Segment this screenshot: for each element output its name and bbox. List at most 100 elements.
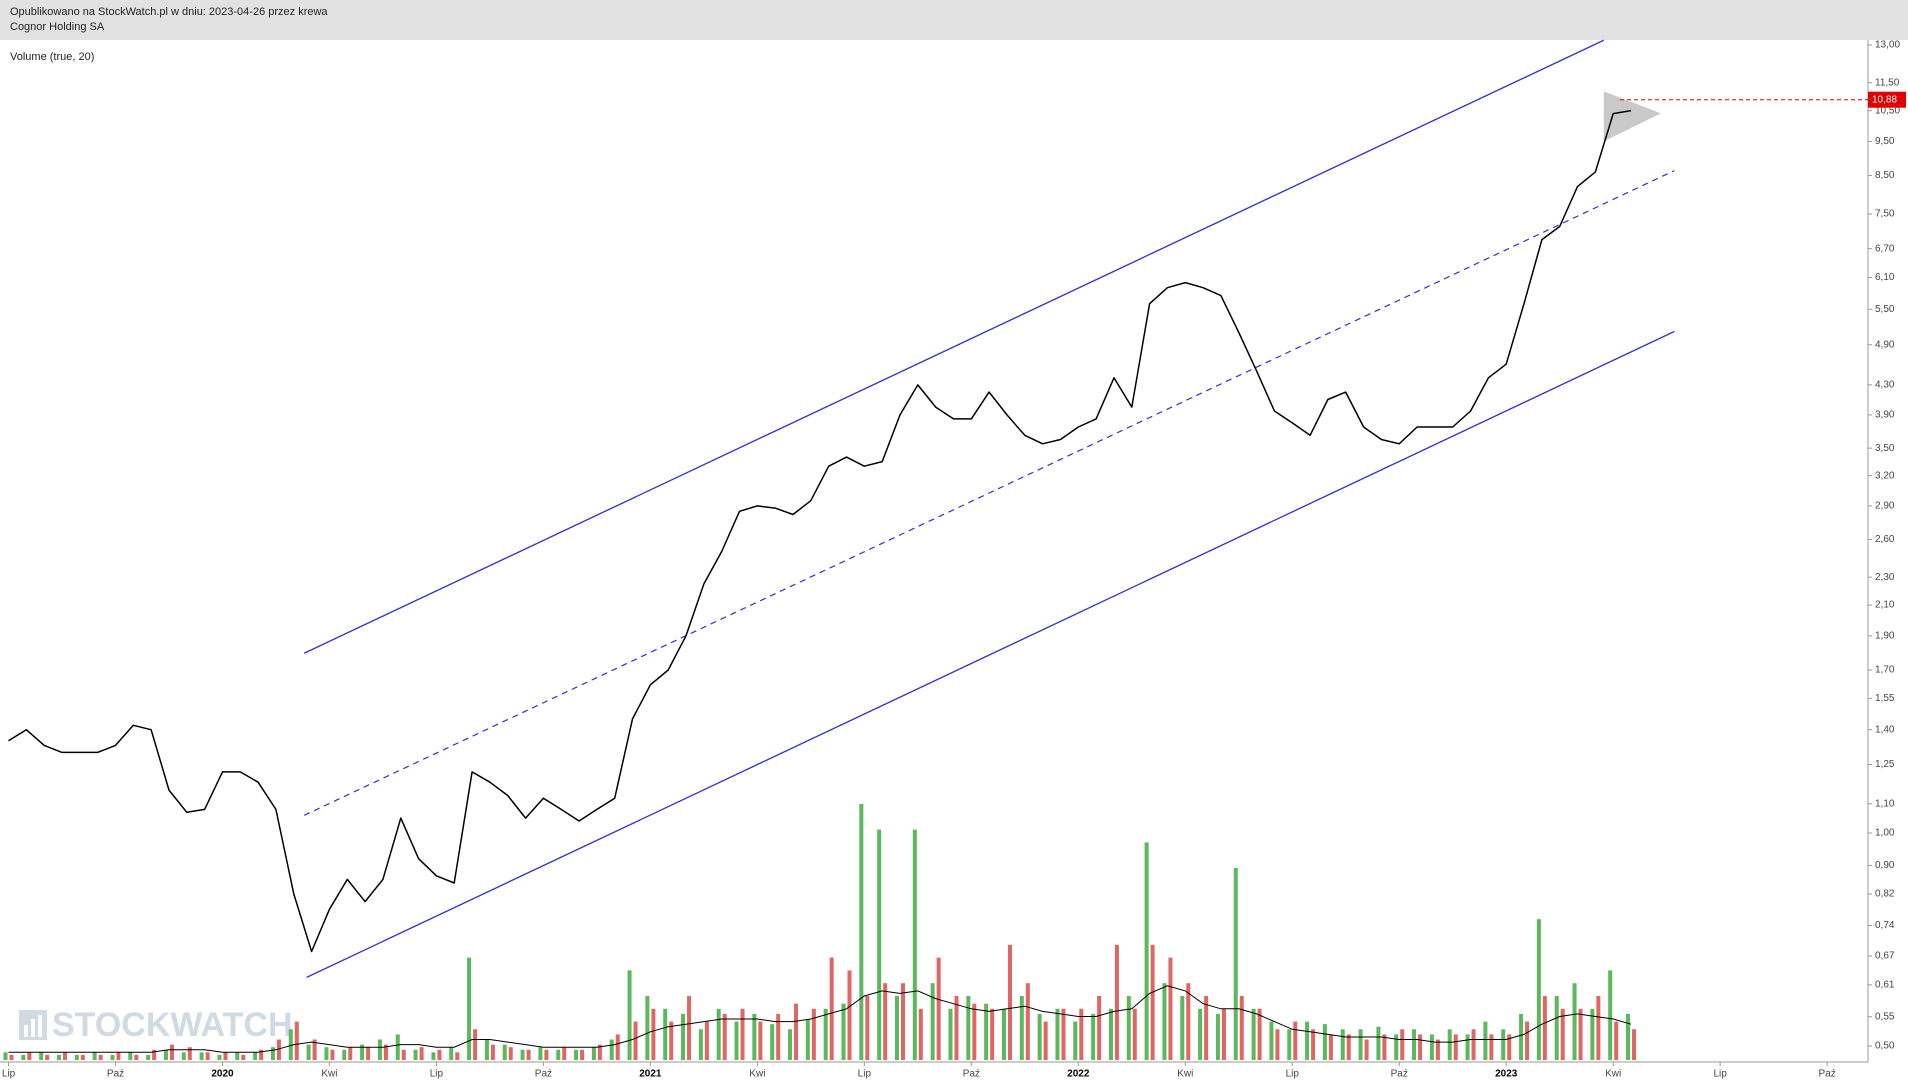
- volume-bar: [1507, 1034, 1512, 1060]
- volume-bar: [324, 1047, 329, 1060]
- volume-bar: [413, 1049, 418, 1060]
- volume-bar: [829, 957, 834, 1060]
- volume-bar: [1293, 1021, 1298, 1060]
- volume-bar: [366, 1047, 371, 1060]
- volume-bar: [841, 1003, 846, 1060]
- y-tick-label: 0,90: [1875, 860, 1895, 871]
- y-tick-label: 0,74: [1875, 920, 1895, 931]
- y-tick-label: 4,30: [1875, 380, 1895, 391]
- drawings: [303, 39, 1675, 979]
- volume-bar: [134, 1054, 139, 1060]
- volume-bar: [348, 1047, 353, 1060]
- volume-bar: [859, 804, 864, 1060]
- channel-mid-line: [303, 170, 1675, 816]
- x-tick-label: 2020: [211, 1069, 234, 1080]
- volume-bar: [1233, 868, 1238, 1060]
- volume-bar: [312, 1039, 317, 1060]
- x-tick-label: Paź: [535, 1069, 552, 1080]
- volume-bar: [1287, 1029, 1292, 1060]
- price-line: [8, 109, 1632, 953]
- volume-ma-line: [8, 985, 1632, 1053]
- y-tick-label: 8,50: [1875, 170, 1895, 181]
- volume-bar: [722, 1013, 727, 1060]
- y-tick-label: 1,70: [1875, 665, 1895, 676]
- volume-bar: [633, 1021, 638, 1060]
- volume-bar: [62, 1052, 67, 1060]
- volume-bar: [288, 1029, 293, 1060]
- x-tick-label: 2021: [639, 1069, 662, 1080]
- volume-bar: [794, 1003, 799, 1060]
- volume-bar: [1073, 1021, 1078, 1060]
- volume-bar: [1483, 1021, 1488, 1060]
- volume-bar: [1204, 996, 1209, 1060]
- volume-bar: [758, 1021, 763, 1060]
- volume-bar: [1001, 1008, 1006, 1060]
- volume-bar: [56, 1054, 61, 1060]
- y-tick-label: 11,50: [1875, 77, 1900, 88]
- volume-bar: [473, 1029, 478, 1060]
- volume-bar: [128, 1052, 133, 1060]
- volume-bar: [805, 1019, 810, 1060]
- volume-bar: [449, 1047, 454, 1060]
- volume-bar: [1275, 1029, 1280, 1060]
- volume-bar: [597, 1044, 602, 1060]
- volume-bar: [1055, 1008, 1060, 1060]
- volume-bar: [1150, 944, 1155, 1060]
- volume-bar: [1025, 983, 1030, 1060]
- watermark: STOCKWATCH: [19, 1006, 293, 1044]
- volume-bar: [1536, 919, 1541, 1060]
- volume-bar: [984, 1003, 989, 1060]
- volume-bar: [1596, 996, 1601, 1060]
- y-tick-label: 3,50: [1875, 443, 1895, 454]
- watermark-icon: [31, 1019, 35, 1037]
- volume-bar: [377, 1039, 382, 1060]
- volume-bar: [1114, 944, 1119, 1060]
- y-tick-label: 0,55: [1875, 1011, 1895, 1022]
- volume-bar: [205, 1052, 210, 1060]
- y-tick-label: 1,90: [1875, 630, 1895, 641]
- volume-bar: [651, 1008, 656, 1060]
- volume-bar: [1376, 1026, 1381, 1060]
- volume-bar: [1435, 1039, 1440, 1060]
- volume-bar: [990, 1008, 995, 1060]
- volume-bar: [437, 1049, 442, 1060]
- volume-bar: [1394, 1034, 1399, 1060]
- volume-bar: [954, 996, 959, 1060]
- volume-bar: [1542, 996, 1547, 1060]
- volume-bar: [110, 1054, 115, 1060]
- x-tick-label: 2023: [1495, 1069, 1518, 1080]
- volume-bar: [21, 1054, 26, 1060]
- volume-bar: [199, 1052, 204, 1060]
- y-tick-label: 1,25: [1875, 759, 1895, 770]
- volume-bar: [27, 1052, 32, 1060]
- volume-bar: [538, 1047, 543, 1060]
- volume-bar: [716, 1008, 721, 1060]
- volume-bar: [704, 1021, 709, 1060]
- y-tick-label: 10,50: [1875, 105, 1900, 116]
- volume-bar: [1554, 996, 1559, 1060]
- y-tick-label: 5,50: [1875, 304, 1895, 315]
- y-tick-label: 1,00: [1875, 828, 1895, 839]
- volume-bar: [776, 1013, 781, 1060]
- volume-bar: [92, 1052, 97, 1060]
- volume-bar: [1429, 1034, 1434, 1060]
- volume-bar: [467, 957, 472, 1060]
- y-tick-label: 1,10: [1875, 798, 1895, 809]
- y-tick-label: 6,10: [1875, 272, 1895, 283]
- volume-bar: [383, 1044, 388, 1060]
- y-tick-label: 2,30: [1875, 572, 1895, 583]
- last-value-label: 10,88: [1872, 94, 1897, 105]
- volume-bar: [1525, 1021, 1530, 1060]
- volume-bar: [1007, 944, 1012, 1060]
- volume-bar: [187, 1047, 192, 1060]
- volume-bar: [508, 1047, 513, 1060]
- volume-bar: [1382, 1034, 1387, 1060]
- volume-bar: [823, 1008, 828, 1060]
- channel-line: [303, 39, 1605, 654]
- volume-bar: [770, 1024, 775, 1060]
- volume-bar: [1091, 1013, 1096, 1060]
- volume-bar: [883, 983, 888, 1060]
- volume-bar: [98, 1054, 103, 1060]
- volume-bar: [223, 1052, 228, 1060]
